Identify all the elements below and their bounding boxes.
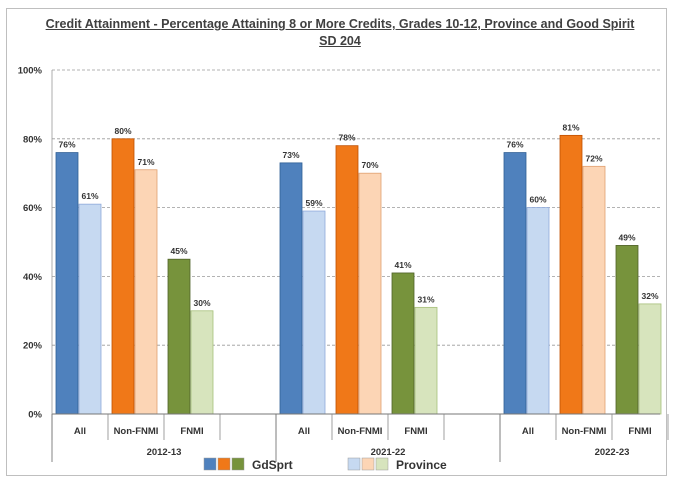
data-label: 76%	[506, 140, 523, 150]
x-category-label: Non-FNMI	[338, 426, 383, 437]
x-category-label: All	[298, 426, 310, 437]
y-tick-label: 60%	[23, 203, 43, 214]
x-axis: All Non-FNMI FNMI 2012-13 All Non-FNMI FNMI 202…	[51, 70, 669, 462]
data-label: 41%	[394, 260, 411, 270]
legend-label: Province	[396, 458, 447, 472]
x-category-label: FNMI	[628, 426, 651, 437]
y-tick-label: 20%	[23, 341, 43, 352]
data-label: 45%	[170, 246, 187, 256]
data-label: 73%	[282, 150, 299, 160]
bar-province	[526, 207, 550, 415]
bar-gdsprt	[615, 245, 639, 415]
data-label: 76%	[58, 140, 75, 150]
bar-province	[302, 210, 326, 415]
data-label: 61%	[81, 191, 98, 201]
bar-province	[190, 310, 214, 415]
x-year-label: 2022-23	[595, 447, 630, 458]
bar-gdsprt	[55, 152, 79, 415]
data-label: 32%	[641, 291, 658, 301]
bar-gdsprt	[391, 272, 415, 415]
data-labels: 76% 61% 80% 71% 45% 30% 73% 59% 78% 70% 41% 31% 76% 6…	[58, 122, 658, 307]
bar-province	[78, 203, 102, 415]
y-axis-ticks: 0% 20% 40% 60% 80% 100%	[18, 66, 43, 421]
bars	[55, 134, 662, 415]
y-tick-label: 100%	[18, 66, 43, 77]
bar-gdsprt	[279, 162, 303, 415]
data-label: 78%	[338, 133, 355, 143]
bar-gdsprt	[335, 145, 359, 415]
legend-swatch	[347, 457, 361, 471]
data-label: 81%	[562, 122, 579, 132]
bar-province	[134, 169, 158, 415]
x-category-label: All	[74, 426, 86, 437]
data-label: 30%	[193, 298, 210, 308]
x-category-label: Non-FNMI	[114, 426, 159, 437]
y-tick-label: 0%	[28, 410, 42, 421]
legend-label: GdSprt	[252, 458, 293, 472]
chart-title: Credit Attainment - Percentage Attaining…	[45, 17, 635, 48]
x-category-label: All	[522, 426, 534, 437]
bar-gdsprt	[559, 134, 583, 415]
x-year-label: 2012-13	[147, 447, 182, 458]
bar-gdsprt	[503, 152, 527, 415]
legend-swatch	[231, 457, 245, 471]
data-label: 72%	[585, 153, 602, 163]
data-label: 80%	[114, 126, 131, 136]
bar-province	[414, 306, 438, 415]
bar-province	[638, 303, 662, 415]
data-label: 60%	[529, 195, 546, 205]
x-year-label: 2021-22	[371, 447, 406, 458]
data-label: 59%	[305, 198, 322, 208]
legend-swatch	[203, 457, 217, 471]
x-category-label: Non-FNMI	[562, 426, 607, 437]
bar-province	[358, 172, 382, 415]
bar-gdsprt	[167, 258, 191, 415]
y-tick-label: 40%	[23, 272, 43, 283]
y-tick-label: 80%	[23, 134, 43, 145]
legend-swatch	[375, 457, 389, 471]
bar-gdsprt	[111, 138, 135, 415]
data-label: 70%	[361, 160, 378, 170]
legend-swatch	[217, 457, 231, 471]
data-label: 49%	[618, 232, 635, 242]
x-category-label: FNMI	[404, 426, 427, 437]
bar-province	[582, 165, 606, 415]
data-label: 71%	[137, 157, 154, 167]
legend: GdSprt Province	[203, 457, 447, 472]
legend-swatch	[361, 457, 375, 471]
x-category-label: FNMI	[180, 426, 203, 437]
data-label: 31%	[417, 294, 434, 304]
